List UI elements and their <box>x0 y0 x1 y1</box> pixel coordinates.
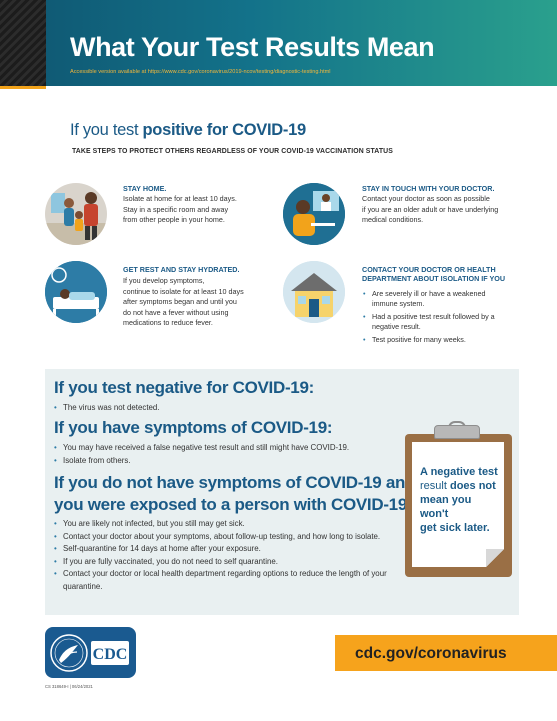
list-item: Contact your doctor or local health depa… <box>54 568 394 593</box>
list-item: Self-quarantine for 14 days at home afte… <box>54 543 394 556</box>
contact-doctor-heading: CONTACT YOUR DOCTOR OR HEALTH DEPARTMENT… <box>362 265 505 283</box>
stay-in-touch-heading: STAY IN TOUCH WITH YOUR DOCTOR. <box>362 184 495 193</box>
header-stripe-decoration <box>0 0 46 86</box>
paper-fold-decoration <box>486 549 504 567</box>
list-item: You may have received a false negative t… <box>54 442 349 455</box>
clip-ring-decoration <box>448 421 466 428</box>
clipboard-line: mean you won't <box>420 494 472 520</box>
header-accent-bar <box>0 86 46 89</box>
stay-in-touch-line: if you are an older adult or have underl… <box>362 204 499 214</box>
positive-title-em: positive <box>142 121 203 139</box>
rest-line: If you develop symptoms, <box>123 276 205 285</box>
rest-text: If you develop symptoms, continue to iso… <box>123 276 244 329</box>
list-item: Are severely ill or have a weakened immu… <box>363 289 513 309</box>
stay-in-touch-line: medical conditions. <box>362 215 424 224</box>
contact-doctor-heading-line: CONTACT YOUR DOCTOR OR HEALTH <box>362 265 496 274</box>
stay-in-touch-text: Contact your doctor as soon as possible … <box>362 194 498 226</box>
rest-line: after symptoms began and until you <box>123 297 237 306</box>
symptoms-title-suffix: of COVID-19: <box>226 418 333 437</box>
no-symptoms-section-title: If you do not have symptoms of COVID-19 … <box>54 472 415 516</box>
accessible-version-link[interactable]: Accessible version available at https://… <box>70 69 331 75</box>
positive-section-subtitle: TAKE STEPS TO PROTECT OTHERS REGARDLESS … <box>72 148 393 155</box>
clipboard-line: A negative test <box>420 466 498 478</box>
clipboard-line: get sick later. <box>420 522 490 534</box>
list-item: You are likely not infected, but you sti… <box>54 518 394 531</box>
negative-title-suffix: for COVID-19: <box>202 378 314 397</box>
list-item: Had a positive test result followed by a… <box>363 312 513 332</box>
positive-title-prefix: If you test <box>70 121 143 139</box>
positive-title-suffix: for COVID-19 <box>202 121 306 139</box>
list-item: Contact your doctor about your symptoms,… <box>54 531 394 544</box>
no-symptoms-title-suffix: have symptoms of COVID-19 and <box>152 473 416 492</box>
stay-in-touch-line: Contact your doctor as soon as possible <box>362 194 490 203</box>
cdc-logo-text: CDC <box>93 646 128 663</box>
symptoms-title-prefix: If you have <box>54 418 144 437</box>
positive-section-title: If you test positive for COVID-19 <box>70 121 306 140</box>
no-symptoms-title-line: If you do not have symptoms of COVID-19 … <box>54 472 415 494</box>
url-banner <box>335 635 557 671</box>
document-code: CS 318649-I | 06/24/2021 <box>45 684 93 689</box>
cdc-coronavirus-link[interactable]: cdc.gov/coronavirus <box>355 645 507 662</box>
cdc-logo: CDC <box>45 627 136 678</box>
contact-doctor-list: Are severely ill or have a weakened immu… <box>363 289 513 348</box>
doctor-call-illustration <box>283 183 345 245</box>
symptoms-section-title: If you have symptoms of COVID-19: <box>54 418 333 438</box>
contact-doctor-heading-line: DEPARTMENT ABOUT ISOLATION IF YOU <box>362 274 506 283</box>
rest-heading: GET REST AND STAY HYDRATED. <box>123 265 240 274</box>
stay-home-heading: STAY HOME. <box>123 184 167 193</box>
negative-title-prefix: If you test <box>54 378 136 397</box>
symptoms-title-em: symptoms <box>143 418 227 437</box>
no-symptoms-title-prefix: If you <box>54 473 102 492</box>
stay-home-line: Stay in a specific room and away <box>123 204 229 214</box>
clipboard-paper <box>412 442 504 567</box>
negative-section-title: If you test negative for COVID-19: <box>54 378 314 398</box>
hhs-seal-icon: CDC <box>50 634 129 672</box>
symptoms-list: You may have received a false negative t… <box>54 442 349 467</box>
stay-home-line: Isolate at home for at least 10 days. <box>123 194 237 203</box>
stay-home-text: Isolate at home for at least 10 days. St… <box>123 194 237 226</box>
list-item: The virus was not detected. <box>54 402 160 415</box>
header-banner <box>0 0 557 86</box>
no-symptoms-title-line-2: you were exposed to a person with COVID-… <box>54 495 413 514</box>
list-item: Test positive for many weeks. <box>363 335 513 345</box>
clipboard-clip <box>434 425 480 439</box>
clipboard-message: A negative test result does not mean you… <box>420 465 502 535</box>
clipboard-line-em: does not <box>449 480 496 492</box>
rest-line: continue to isolate for at least 10 days <box>123 286 244 296</box>
family-at-home-illustration <box>45 183 107 245</box>
resting-in-bed-illustration <box>45 261 107 323</box>
no-symptoms-title-em: do not <box>101 473 153 492</box>
negative-list: The virus was not detected. <box>54 402 160 415</box>
no-symptoms-list: You are likely not infected, but you sti… <box>54 518 394 594</box>
rest-line: medications to reduce fever. <box>123 318 213 327</box>
rest-line: do not have a fever without using <box>123 307 229 317</box>
stay-home-line: from other people in your home. <box>123 215 225 224</box>
negative-title-em: negative <box>135 378 202 397</box>
house-illustration <box>283 261 345 323</box>
list-item: If you are fully vaccinated, you do not … <box>54 556 394 569</box>
clipboard-line-prefix: result <box>420 480 450 492</box>
page-title: What Your Test Results Mean <box>70 32 435 62</box>
clipboard-line: result does not <box>420 479 502 493</box>
list-item: Isolate from others. <box>54 455 349 468</box>
